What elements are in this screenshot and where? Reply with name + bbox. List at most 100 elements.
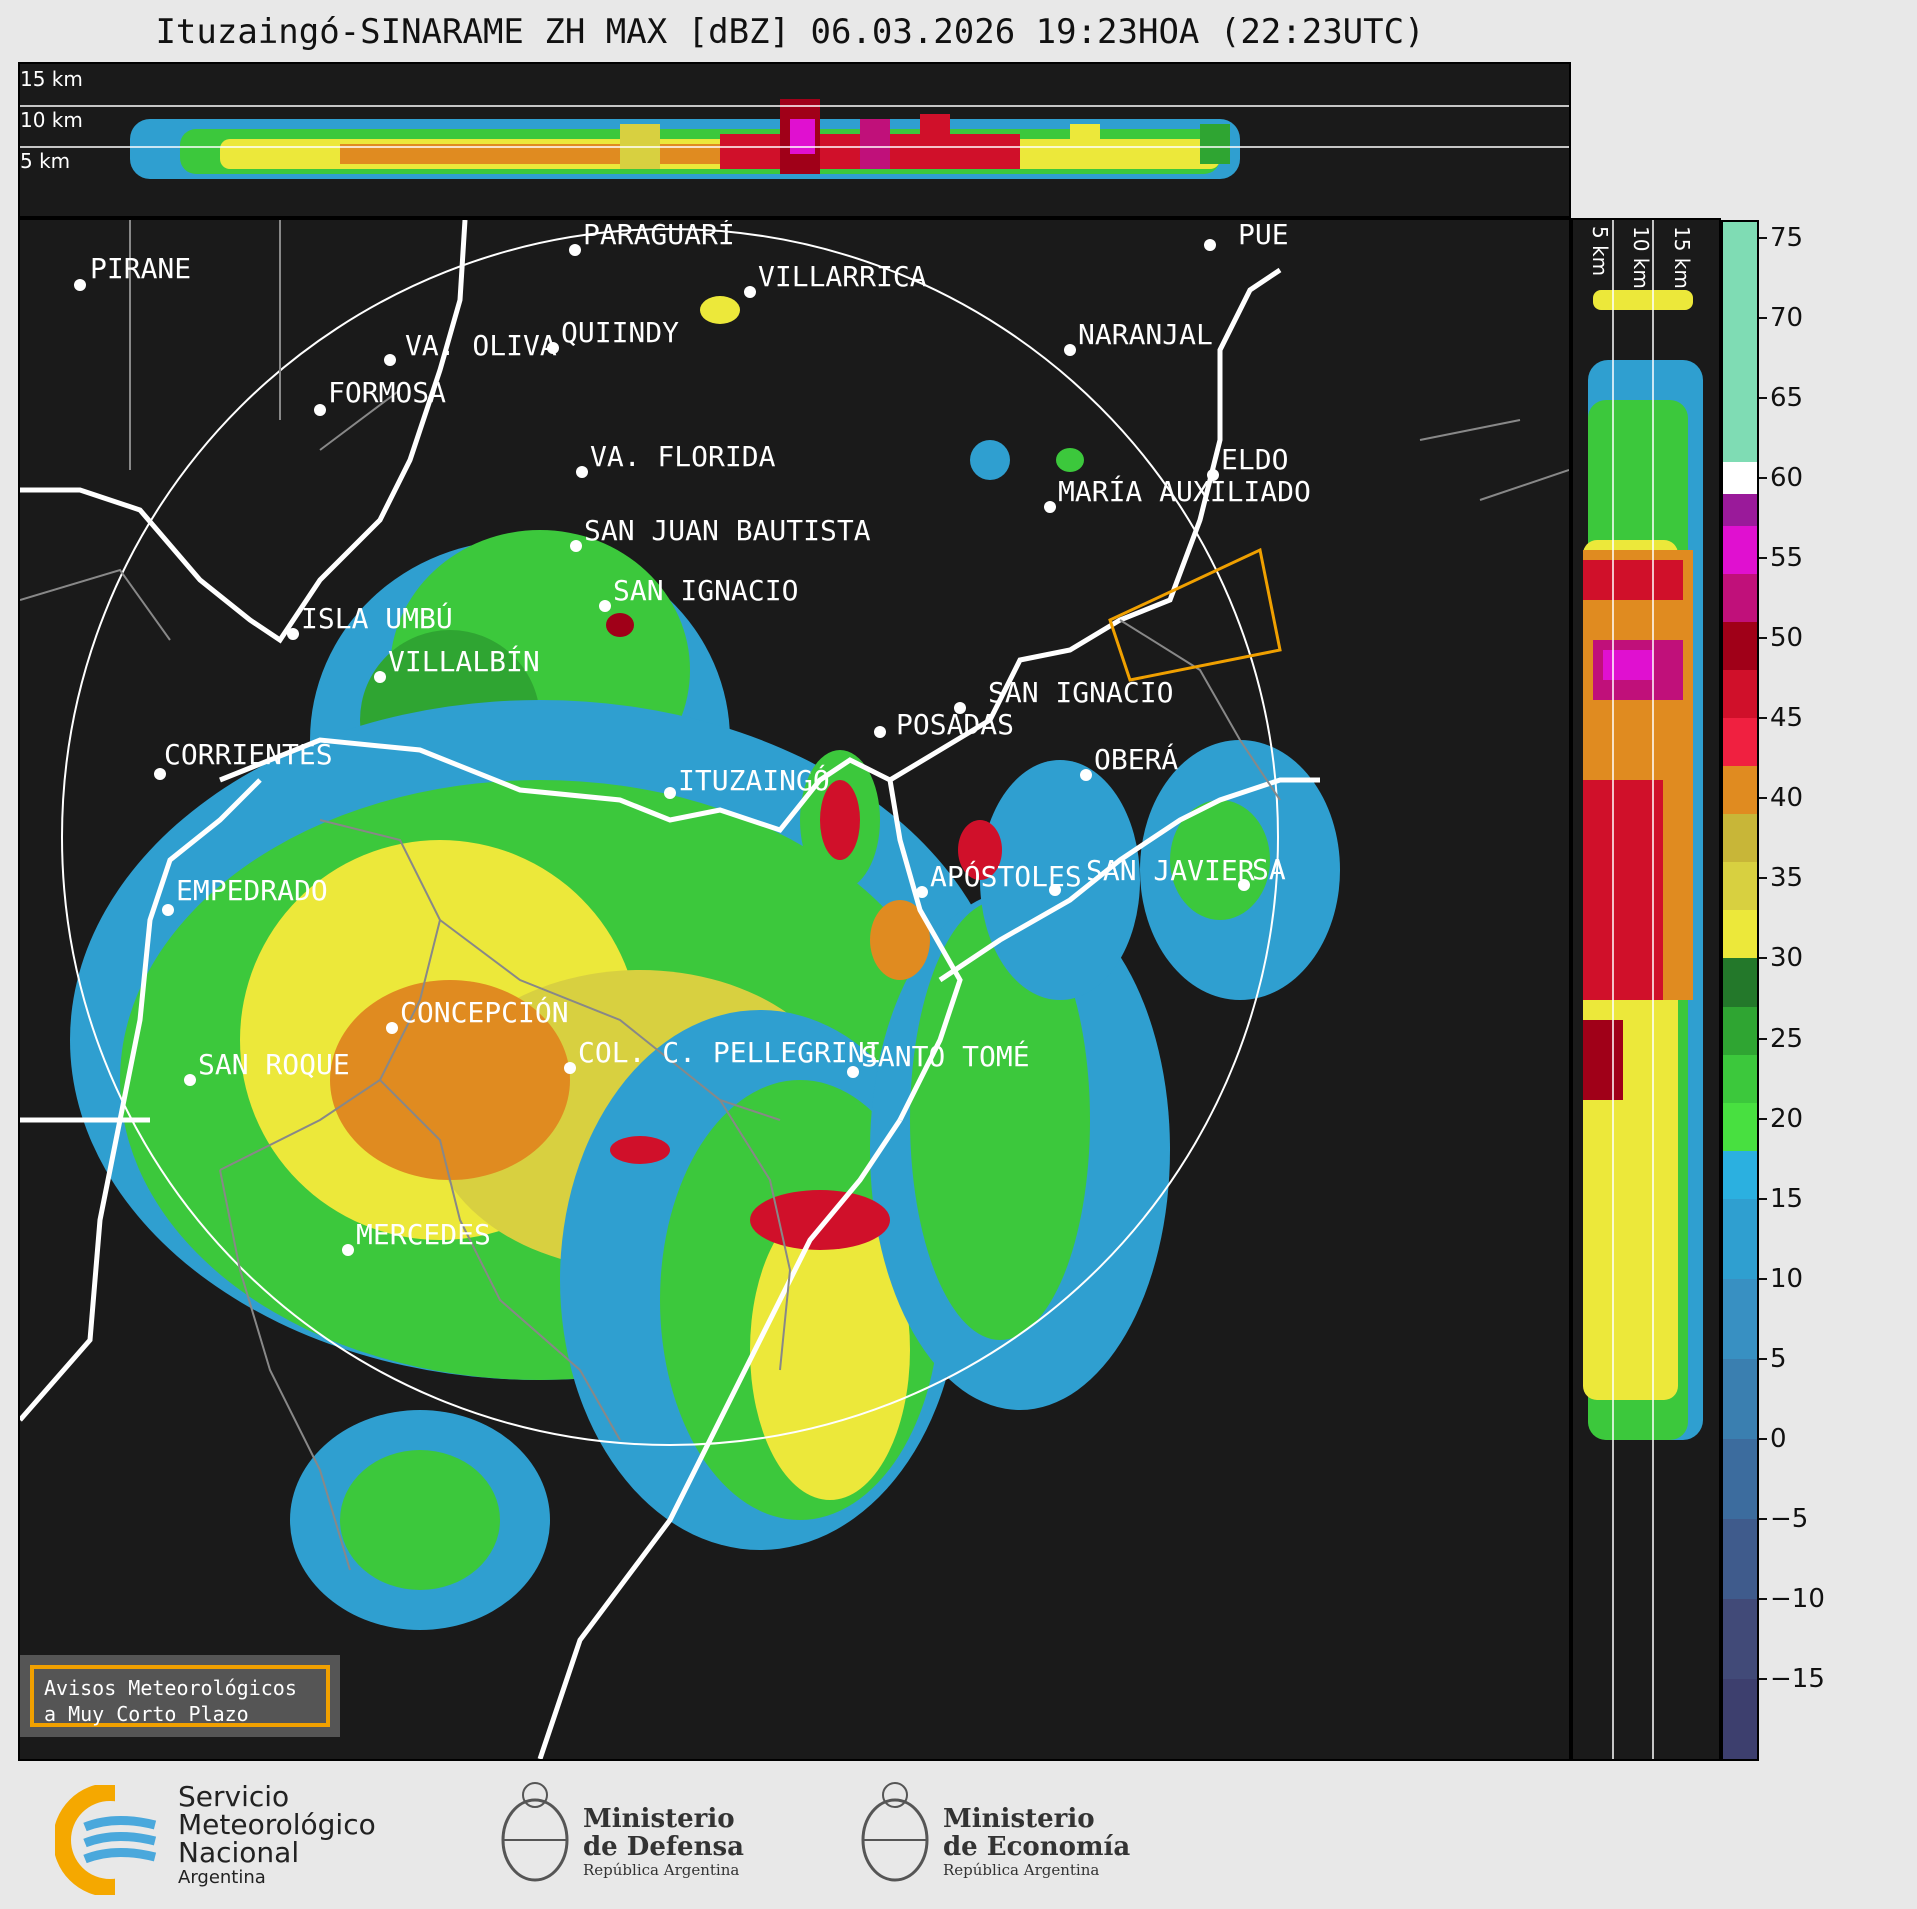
colorbar-band [1723, 526, 1757, 575]
colorbar-band [1723, 1102, 1757, 1151]
province-borders [20, 220, 1569, 1571]
colorbar-tick-label: 70 [1770, 303, 1804, 334]
city-label-naranjal: NARANJAL [1078, 318, 1213, 351]
warning-polygon[interactable] [1108, 547, 1282, 682]
right-km-label-10: 10 km [1629, 226, 1653, 289]
city-dot-va-florida [576, 466, 588, 478]
colorbar-band [1723, 1598, 1757, 1679]
colorbar-band [1723, 622, 1757, 671]
city-label-va-florida: VA. FLORIDA [590, 440, 776, 473]
colorbar-tick-label: 75 [1770, 223, 1804, 253]
colorbar-tick-label: 25 [1770, 1023, 1804, 1054]
city-dot-san-ignacio-py [599, 600, 611, 612]
smn-line-1: Servicio [178, 1780, 290, 1813]
city-label-santo-tome: SANTO TOMÉ [861, 1039, 1030, 1073]
colorbar-tick-mark [1759, 1037, 1767, 1040]
city-label-sa: SA [1252, 853, 1286, 886]
colorbar-tick-label: 35 [1770, 863, 1804, 894]
colorbar-tick-label: 50 [1770, 623, 1804, 654]
notice-line-1: Avisos Meteorológicos [44, 1676, 297, 1700]
page-title: Ituzaingó-SINARAME ZH MAX [dBZ] 06.03.20… [155, 12, 1425, 52]
right-km-label-5: 5 km [1588, 226, 1612, 276]
coat-of-arms-icon [501, 1782, 569, 1882]
colorbar-tick-label: −15 [1770, 1663, 1825, 1694]
colorbar-tick-label: 30 [1770, 943, 1804, 974]
city-dot-mercedes [342, 1244, 354, 1256]
colorbar-tick-mark [1759, 1197, 1767, 1200]
colorbar-tick-mark [1759, 477, 1767, 480]
radar-map[interactable]: PIRANE PARAGUARÍ VILLARRICA QUIINDY VA. OLIV… [18, 218, 1571, 1761]
colorbar-tick-mark [1759, 877, 1767, 880]
colorbar-band [1723, 1278, 1757, 1359]
city-dot-quiindy [547, 342, 559, 354]
colorbar-band [1723, 1006, 1757, 1055]
city-dot-sa [1238, 879, 1250, 891]
economia-line-3: República Argentina [943, 1861, 1100, 1879]
top-km-label-15: 15 km [20, 67, 83, 91]
colorbar-tick-label: 5 [1770, 1343, 1787, 1374]
top-km-label-10: 10 km [20, 108, 83, 132]
colorbar-tick-label: 40 [1770, 783, 1804, 814]
colorbar-band [1723, 1054, 1757, 1103]
colorbar-band [1723, 462, 1757, 495]
city-label-san-javier: SAN JAVIER [1086, 854, 1255, 887]
defensa-line-1: Ministerio [583, 1804, 735, 1834]
city-label-villalbin: VILLALBÍN [388, 644, 540, 678]
city-label-obera: OBERÁ [1094, 742, 1178, 776]
colorbar-band [1723, 718, 1757, 767]
city-dot-villalbin [374, 671, 386, 683]
city-label-eldo: ELDO [1221, 443, 1288, 476]
colorbar-tick-label: 45 [1770, 703, 1804, 734]
smn-line-3: Nacional [178, 1836, 300, 1869]
right-echo [1583, 290, 1703, 1440]
colorbar-band [1723, 670, 1757, 719]
city-dot-obera [1080, 769, 1092, 781]
range-ring [61, 228, 1279, 1446]
city-label-col-pellegrini: COL. C. PELLEGRINI [578, 1036, 881, 1069]
city-label-maria-auxiliadora: MARÍA AUXILIADO [1058, 474, 1311, 508]
city-dot-maria-auxiliadora [1044, 501, 1056, 513]
economia-line-1: Ministerio [943, 1804, 1095, 1834]
colorbar-tick-mark [1759, 1677, 1767, 1680]
city-dot-va-oliva [384, 354, 396, 366]
top-cross-section: 15 km 10 km 5 km [18, 62, 1571, 218]
city-label-isla-umbu: ISLA UMBÚ [301, 601, 453, 635]
colorbar-band [1723, 862, 1757, 911]
warnings-notice[interactable]: Avisos Meteorológicos a Muy Corto Plazo [20, 1655, 340, 1737]
colorbar-tick-mark [1759, 1437, 1767, 1440]
colorbar-tick-label: 0 [1770, 1423, 1787, 1454]
city-label-pue: PUE [1238, 220, 1289, 251]
coat-of-arms-icon [861, 1782, 929, 1882]
colorbar-band [1723, 1678, 1757, 1759]
colorbar-band [1723, 958, 1757, 1007]
city-dot-santo-tome [847, 1066, 859, 1078]
radar-echoes [70, 296, 1340, 1630]
city-label-pirane: PIRANE [90, 252, 191, 285]
radar-site-label: ITUZAINGÓ [678, 763, 830, 797]
colorbar-tick-mark [1759, 317, 1767, 320]
colorbar-band [1723, 766, 1757, 815]
colorbar-band [1723, 814, 1757, 863]
colorbar-tick-mark [1759, 557, 1767, 560]
colorbar-band [1723, 1150, 1757, 1199]
radar-site-dot [664, 787, 676, 799]
colorbar-tick-mark [1759, 1597, 1767, 1600]
colorbar-band [1723, 494, 1757, 527]
colorbar-band [1723, 1518, 1757, 1599]
defensa-line-2: de Defensa [583, 1832, 744, 1862]
city-label-san-ignacio-py: SAN IGNACIO [613, 574, 798, 607]
city-dot-san-roque [184, 1074, 196, 1086]
city-dot-posadas [874, 726, 886, 738]
colorbar-tick-mark [1759, 1117, 1767, 1120]
colorbar-tick-mark [1759, 1277, 1767, 1280]
top-km-label-5: 5 km [20, 149, 70, 173]
city-label-empedrado: EMPEDRADO [176, 874, 328, 907]
colorbar-tick-mark [1759, 1357, 1767, 1360]
city-dot-san-ignacio-ar [954, 702, 966, 714]
colorbar-tick-label: 60 [1770, 463, 1804, 494]
city-dot-naranjal [1064, 344, 1076, 356]
economia-logo: Ministerio de Economía República Argenti… [855, 1775, 1135, 1895]
colorbar-tick-label: 15 [1770, 1183, 1804, 1214]
city-dot-paraguari [569, 244, 581, 256]
city-label-corrientes: CORRIENTES [164, 738, 333, 771]
